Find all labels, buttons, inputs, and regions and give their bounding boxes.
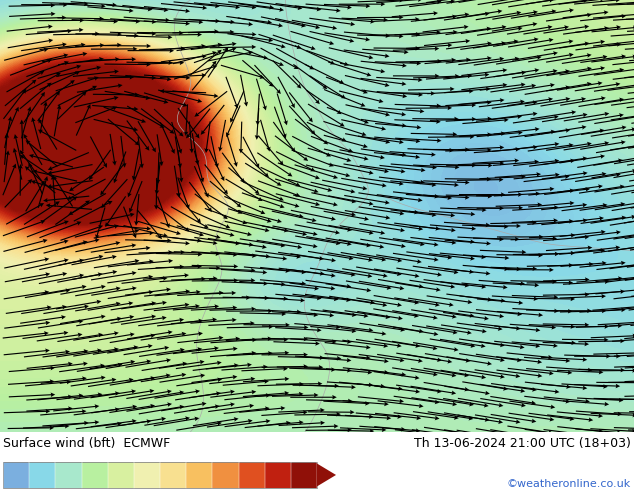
Bar <box>238 462 265 488</box>
Bar <box>134 462 160 488</box>
Bar <box>212 462 238 488</box>
Bar <box>186 462 212 488</box>
Text: Surface wind (bft)  ECMWF: Surface wind (bft) ECMWF <box>3 437 171 450</box>
Bar <box>160 462 186 488</box>
Polygon shape <box>317 464 336 487</box>
Bar <box>82 462 108 488</box>
Bar <box>291 462 317 488</box>
Bar <box>3 462 317 488</box>
Text: ©weatheronline.co.uk: ©weatheronline.co.uk <box>507 479 631 489</box>
Bar <box>265 462 291 488</box>
Bar <box>108 462 134 488</box>
Bar <box>3 462 29 488</box>
Bar <box>29 462 56 488</box>
Text: Th 13-06-2024 21:00 UTC (18+03): Th 13-06-2024 21:00 UTC (18+03) <box>414 437 631 450</box>
Bar <box>56 462 82 488</box>
